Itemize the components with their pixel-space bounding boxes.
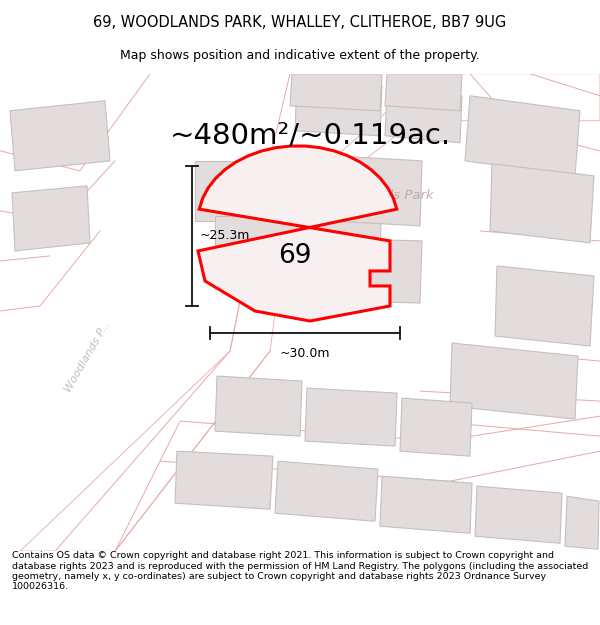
Text: ~30.0m: ~30.0m [280,347,330,360]
Text: Map shows position and indicative extent of the property.: Map shows position and indicative extent… [120,49,480,62]
Text: 69, WOODLANDS PARK, WHALLEY, CLITHEROE, BB7 9UG: 69, WOODLANDS PARK, WHALLEY, CLITHEROE, … [94,14,506,29]
Polygon shape [235,74,600,241]
Polygon shape [300,186,382,256]
Polygon shape [12,186,90,251]
Polygon shape [465,96,580,176]
Text: ~25.3m: ~25.3m [200,229,250,242]
Polygon shape [340,239,422,303]
Polygon shape [495,266,594,346]
Text: ~480m²/~0.119ac.: ~480m²/~0.119ac. [169,122,451,150]
Polygon shape [305,388,397,446]
Polygon shape [475,486,562,543]
Polygon shape [275,461,378,521]
Polygon shape [490,164,594,243]
Text: Contains OS data © Crown copyright and database right 2021. This information is : Contains OS data © Crown copyright and d… [12,551,588,591]
Polygon shape [380,476,472,533]
Text: Woodlands P...: Woodlands P... [64,319,113,394]
Polygon shape [198,146,397,321]
Polygon shape [10,101,110,171]
Polygon shape [565,496,599,549]
Polygon shape [290,74,382,111]
Polygon shape [195,161,270,221]
Polygon shape [215,216,310,286]
Polygon shape [385,74,462,111]
Polygon shape [385,89,462,143]
Polygon shape [295,81,382,136]
Text: Woodlands Park: Woodlands Park [326,189,433,202]
Polygon shape [330,156,422,226]
Text: 69: 69 [278,243,312,269]
Polygon shape [215,376,302,436]
Polygon shape [175,451,273,509]
Polygon shape [400,398,472,456]
Polygon shape [20,201,290,551]
Polygon shape [450,343,578,419]
